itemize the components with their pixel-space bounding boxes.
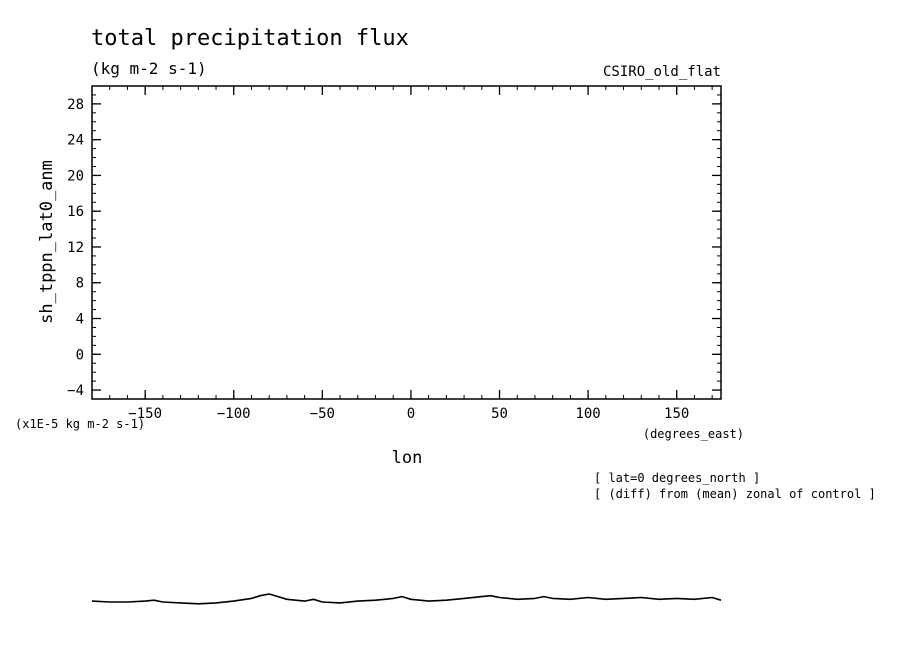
chart-title: total precipitation flux [91, 26, 409, 51]
y-tick-label: 28 [67, 97, 84, 113]
x-ticks [109, 86, 713, 399]
x-tick-label: −100 [217, 406, 251, 422]
y-tick-label: 8 [76, 276, 84, 292]
y-tick-label: 4 [76, 312, 84, 328]
model-label: CSIRO_old_flat [603, 64, 721, 80]
y-tick-label: 20 [67, 168, 84, 184]
note-diff: [ (diff) from (mean) zonal of control ] [594, 487, 876, 501]
y-tick-label: 24 [67, 133, 84, 149]
x-tick-label: 50 [491, 406, 508, 422]
x-tick-label: −150 [128, 406, 162, 422]
x-axis-units: (degrees_east) [643, 427, 744, 441]
y-tick-label: 12 [67, 240, 84, 256]
x-axis-label: lon [392, 448, 423, 468]
x-tick-label: 0 [407, 406, 415, 422]
plot-frame [91, 85, 722, 400]
note-lat: [ lat=0 degrees_north ] [594, 471, 760, 485]
x-tick-label: 100 [575, 406, 600, 422]
chart-units: (kg m-2 s-1) [91, 59, 207, 78]
y-ticks [92, 85, 721, 400]
y-tick-label: −4 [67, 383, 84, 399]
y-tick-label: 16 [67, 204, 84, 220]
y-axis-units: (x1E-5 kg m-2 s-1) [15, 417, 145, 431]
x-tick-labels: −150 −100 −50 0 50 100 150 [128, 406, 689, 422]
y-tick-label: 0 [76, 347, 84, 363]
y-tick-labels: −4 0 4 8 12 16 20 24 28 [67, 97, 84, 399]
series-group [91, 593, 722, 605]
x-tick-label: −50 [310, 406, 335, 422]
y-axis-label: sh_tppn_lat0_anm [37, 160, 57, 324]
series-line [91, 593, 722, 605]
x-tick-label: 150 [664, 406, 689, 422]
